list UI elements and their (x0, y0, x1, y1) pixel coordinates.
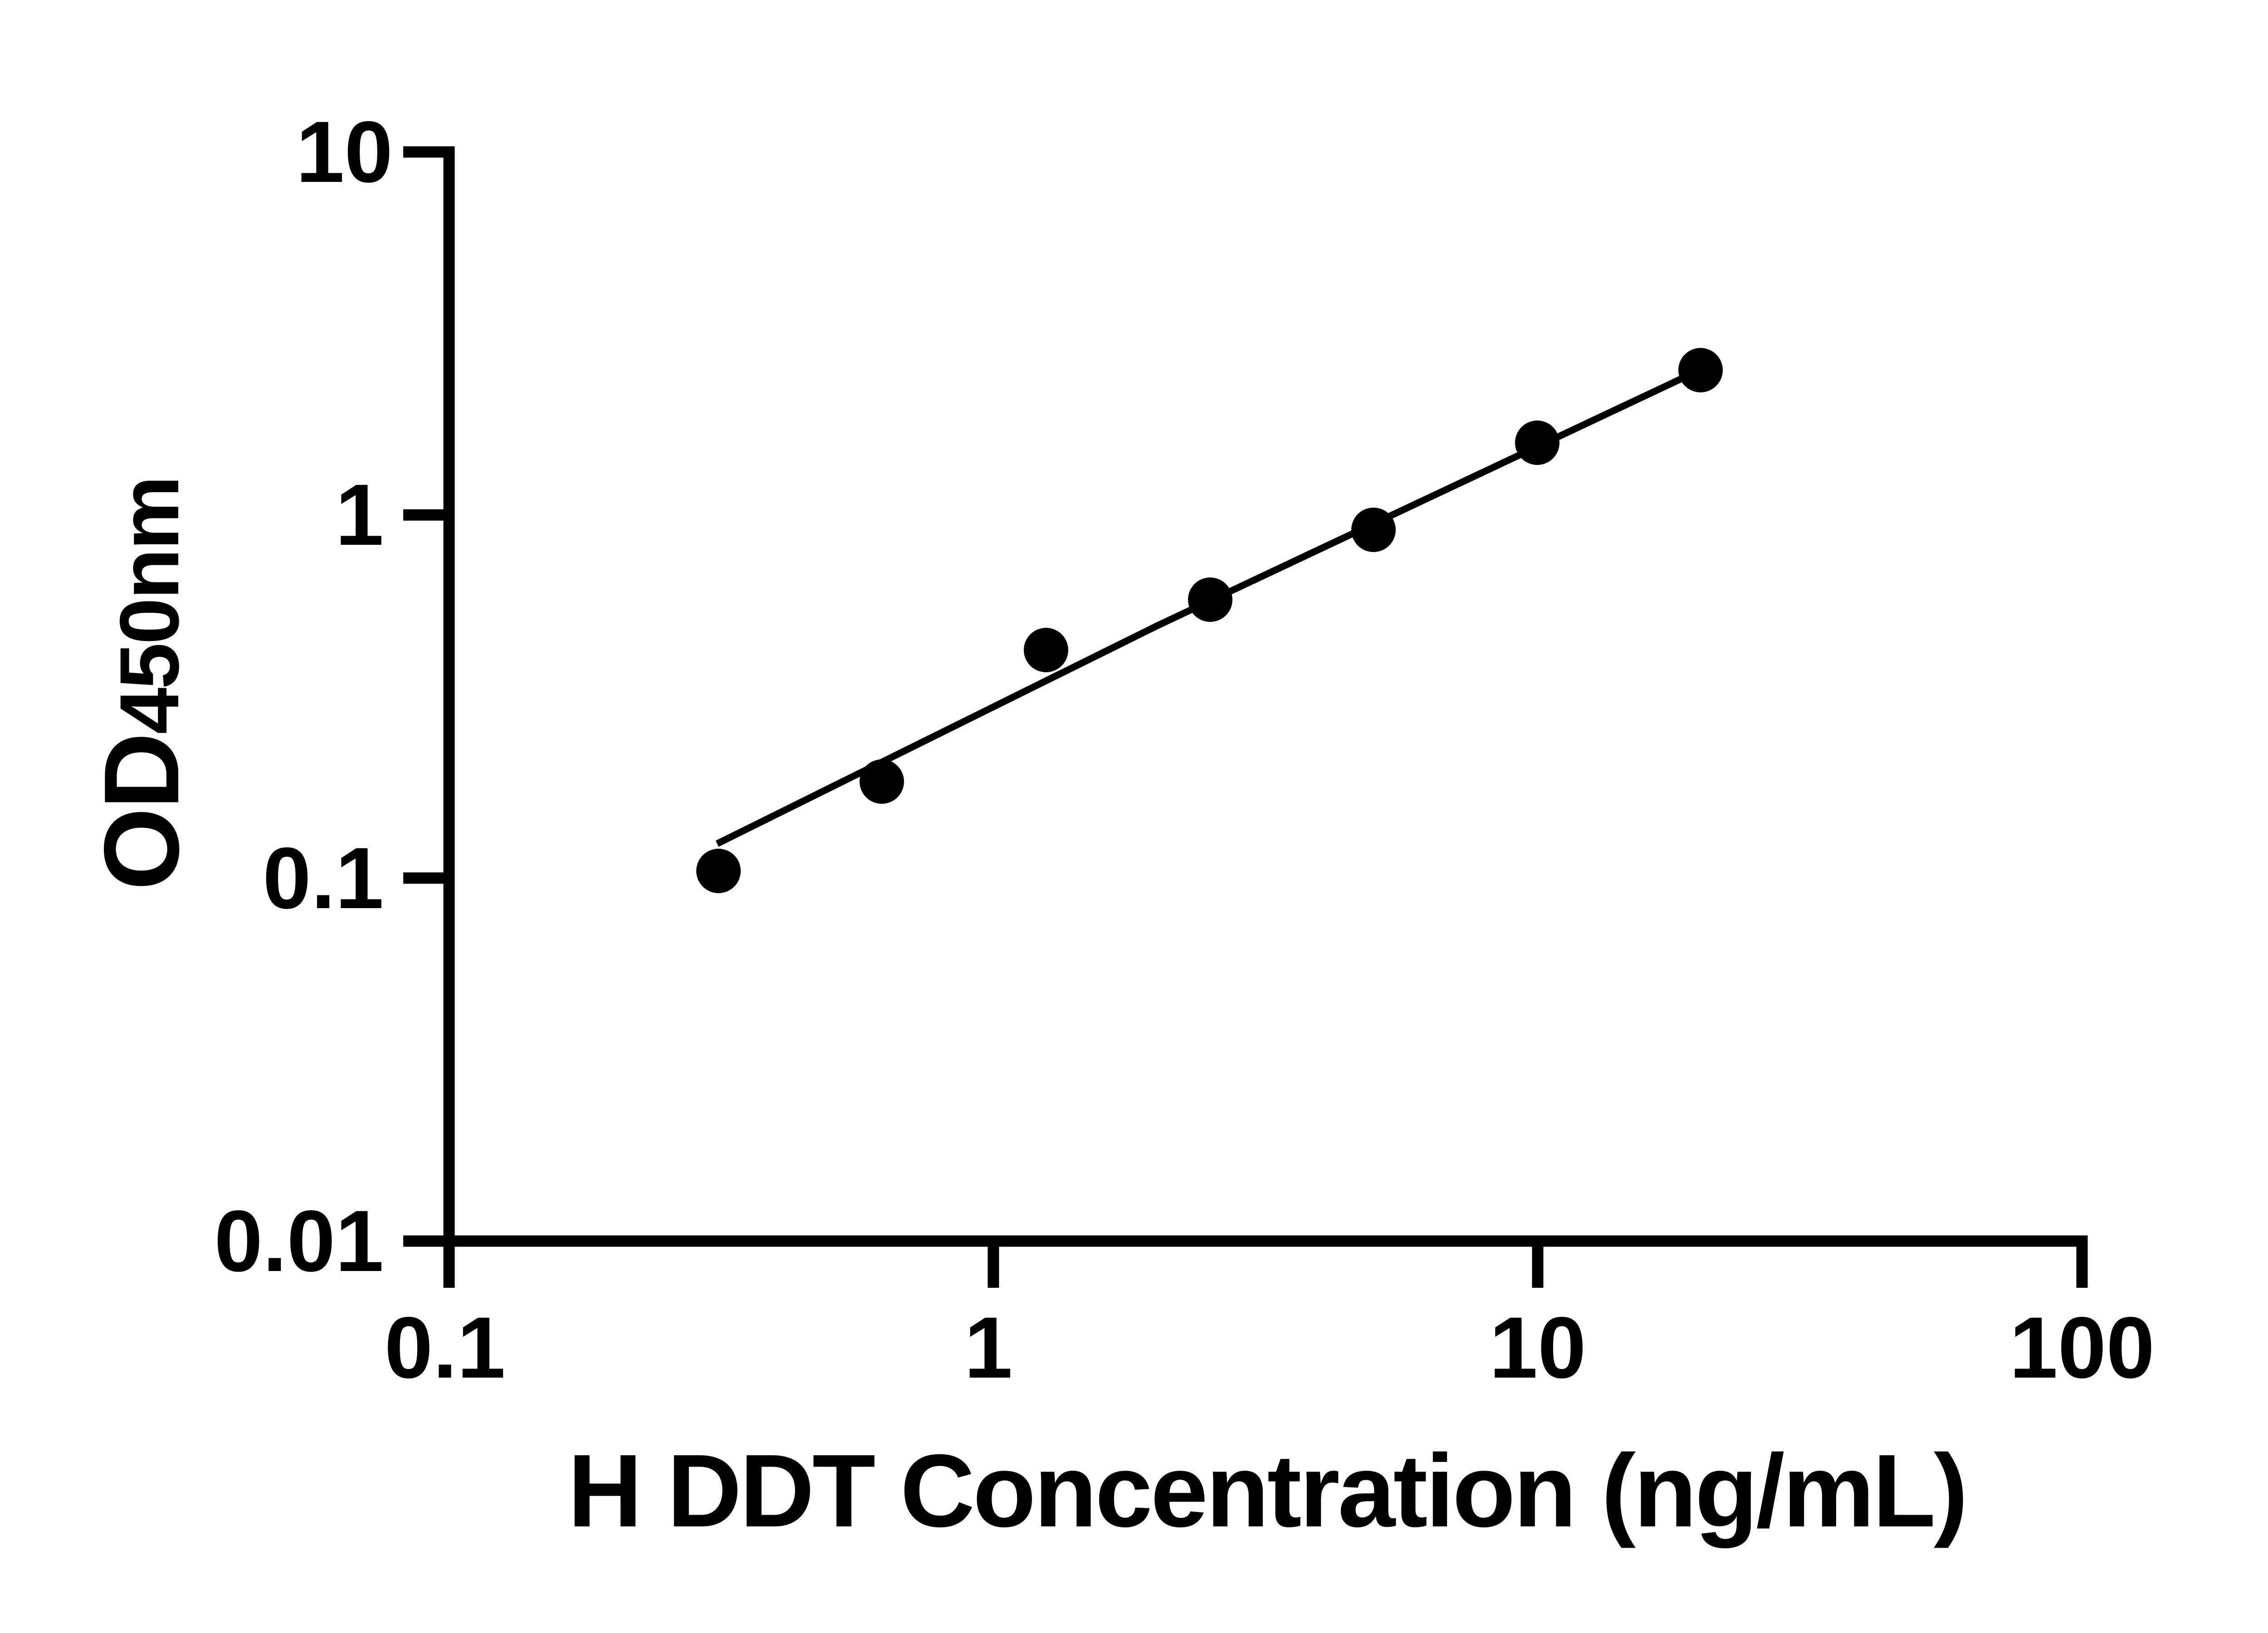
svg-text:0.01: 0.01 (214, 1192, 384, 1290)
svg-text:0.1: 0.1 (263, 829, 384, 927)
svg-text:H DDT Concentration (ng/mL): H DDT Concentration (ng/mL) (568, 1433, 1966, 1549)
svg-text:0.1: 0.1 (385, 1299, 506, 1396)
svg-text:1: 1 (335, 466, 384, 563)
svg-text:10: 10 (296, 103, 393, 200)
svg-text:100: 100 (2009, 1299, 2155, 1396)
svg-text:OD450nm: OD450nm (82, 477, 201, 890)
svg-text:1: 1 (964, 1299, 1013, 1396)
svg-text:10: 10 (1489, 1299, 1586, 1396)
